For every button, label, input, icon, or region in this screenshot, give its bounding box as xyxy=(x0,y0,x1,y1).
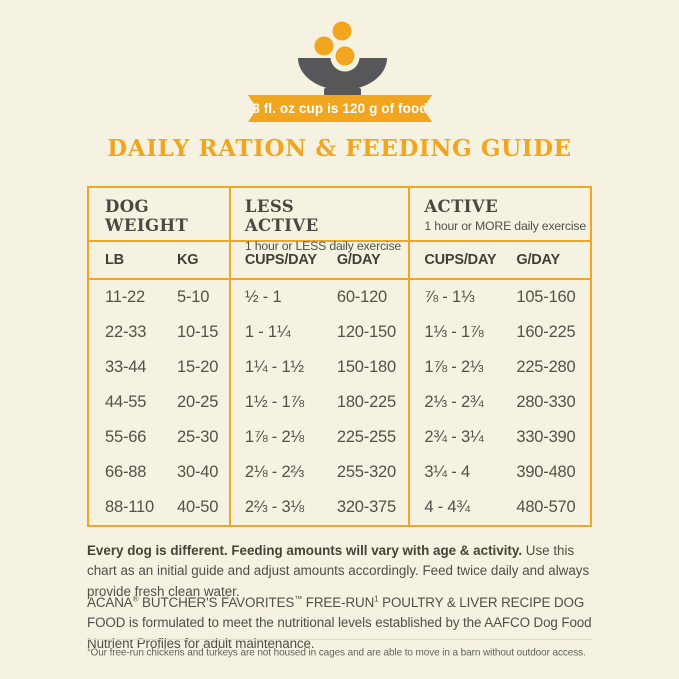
table-cell: 88-110 xyxy=(105,498,154,516)
table-cell: 33-44 xyxy=(105,358,147,376)
table-cell: ½ - 1 xyxy=(244,288,282,306)
table-cell: 1⅓ - 1⅞ xyxy=(424,323,484,341)
table-cell: 225-280 xyxy=(516,358,576,376)
group-subtitle: 1 hour or LESS daily exercise xyxy=(244,238,402,253)
feeding-note-bold: Every dog is different. Feeding amounts … xyxy=(87,543,523,558)
table-cell: 2⅛ - 2⅔ xyxy=(244,463,304,481)
dog-bowl-icon xyxy=(298,21,387,96)
table-cell: 160-225 xyxy=(516,323,576,341)
table-body-less-active: ½ - 1 60-120 1 - 1¼ 120-150 1¼ - 1½ 150-180 1½… xyxy=(231,280,409,525)
table-cell: 20-25 xyxy=(177,393,219,411)
table-cell: 2⅔ - 3⅛ xyxy=(244,498,304,516)
column-header-lb: LB xyxy=(105,252,124,268)
table-cell: 5-10 xyxy=(177,288,210,306)
trademark-mark: ™ xyxy=(294,594,303,604)
free-run-footnote: 1Our free-run chickens and turkeys are n… xyxy=(87,646,592,658)
table-group-less-active: LESS ACTIVE 1 hour or LESS daily exercis… xyxy=(228,188,409,525)
column-header-cups-day: CUPS/DAY xyxy=(244,252,317,268)
table-body-dog-weight: 11-22 5-10 22-33 10-15 33-44 15-20 44-55 20-25 5… xyxy=(89,280,229,525)
table-cell: 2⅓ - 2¾ xyxy=(424,393,484,411)
range-name: BUTCHER'S FAVORITES xyxy=(138,595,295,610)
subheader-row: CUPS/DAY G/DAY xyxy=(230,240,409,280)
group-title: DOG WEIGHT xyxy=(105,197,189,236)
table-cell: 4 - 4¾ xyxy=(424,498,470,516)
table-cell: 280-330 xyxy=(516,393,576,411)
table-cell: 66-88 xyxy=(105,463,147,481)
table-cell: 390-480 xyxy=(516,463,576,481)
table-cell: 60-120 xyxy=(336,288,388,306)
page-title: DAILY RATION & FEEDING GUIDE xyxy=(107,135,572,162)
table-cell: 3¼ - 4 xyxy=(424,463,470,481)
table-group-dog-weight: DOG WEIGHT LB KG 11-22 5-10 22-33 10-15 33-4… xyxy=(89,188,229,525)
registered-mark: ® xyxy=(132,594,139,604)
table-cell: 320-375 xyxy=(336,498,396,516)
product-name: POULTRY & LIVER RECIPE DOG FOOD xyxy=(87,595,585,631)
table-cell: 225-255 xyxy=(336,428,396,446)
table-cell: 44-55 xyxy=(105,393,147,411)
subheader-row: LB KG xyxy=(89,240,229,280)
table-cell: 180-225 xyxy=(336,393,396,411)
table-cell: 40-50 xyxy=(177,498,219,516)
cup-measure-banner: 8 fl. oz cup is 120 g of food xyxy=(248,95,432,122)
table-cell: 480-570 xyxy=(516,498,576,516)
table-cell: 10-15 xyxy=(177,323,219,341)
column-header-g-day: G/DAY xyxy=(336,252,381,268)
table-cell: 1⅞ - 2⅛ xyxy=(244,428,304,446)
group-title: LESS ACTIVE xyxy=(244,197,319,236)
feeding-note: Every dog is different. Feeding amounts … xyxy=(87,541,592,602)
aafco-statement: ACANA® BUTCHER'S FAVORITES™ FREE-RUN1 PO… xyxy=(87,593,592,654)
table-cell: ⅞ - 1⅓ xyxy=(424,288,475,306)
table-cell: 2¾ - 3¼ xyxy=(424,428,484,446)
table-cell: 120-150 xyxy=(336,323,396,341)
group-header: LESS ACTIVE 1 hour or LESS daily exercis… xyxy=(231,188,409,253)
footnote-divider xyxy=(87,639,592,640)
group-title: ACTIVE xyxy=(424,197,499,216)
free-run-text: FREE-RUN xyxy=(302,595,375,610)
table-cell: 55-66 xyxy=(105,428,147,446)
column-header-cups-day: CUPS/DAY xyxy=(424,252,497,268)
table-cell: 11-22 xyxy=(105,288,145,306)
column-header-g-day: G/DAY xyxy=(516,252,560,268)
footnote-reference: 1 xyxy=(374,594,379,604)
table-cell: 150-180 xyxy=(336,358,396,376)
footnote-number: 1 xyxy=(87,646,91,653)
table-cell: 105-160 xyxy=(516,288,576,306)
group-header: DOG WEIGHT xyxy=(89,188,229,240)
table-group-active: ACTIVE 1 hour or MORE daily exercise CUP… xyxy=(408,188,590,525)
table-cell: 330-390 xyxy=(516,428,576,446)
table-cell: 1¼ - 1½ xyxy=(244,358,304,376)
cup-measure-text: 8 fl. oz cup is 120 g of food xyxy=(252,101,428,116)
footnote-text: Our free-run chickens and turkeys are no… xyxy=(90,647,586,659)
group-header: ACTIVE 1 hour or MORE daily exercise xyxy=(410,188,590,240)
group-subtitle: 1 hour or MORE daily exercise xyxy=(424,219,586,234)
table-body-active: ⅞ - 1⅓ 105-160 1⅓ - 1⅞ 160-225 1⅞ - 2⅓ 225-28… xyxy=(410,280,590,525)
table-cell: 30-40 xyxy=(177,463,219,481)
feeding-table: DOG WEIGHT LB KG 11-22 5-10 22-33 10-15 33-4… xyxy=(87,186,592,527)
table-cell: 25-30 xyxy=(177,428,219,446)
table-cell: 15-20 xyxy=(177,358,219,376)
column-header-kg: KG xyxy=(177,252,199,268)
table-cell: 1 - 1¼ xyxy=(244,323,291,341)
table-cell: 22-33 xyxy=(105,323,147,341)
brand-name: ACANA xyxy=(87,595,133,610)
feeding-note-rest: Use this chart as an initial guide and a… xyxy=(87,543,590,599)
table-cell: 255-320 xyxy=(336,463,396,481)
table-cell: 1½ - 1⅞ xyxy=(244,393,304,411)
table-cell: 1⅞ - 2⅓ xyxy=(424,358,484,376)
subheader-row: CUPS/DAY G/DAY xyxy=(410,240,590,280)
